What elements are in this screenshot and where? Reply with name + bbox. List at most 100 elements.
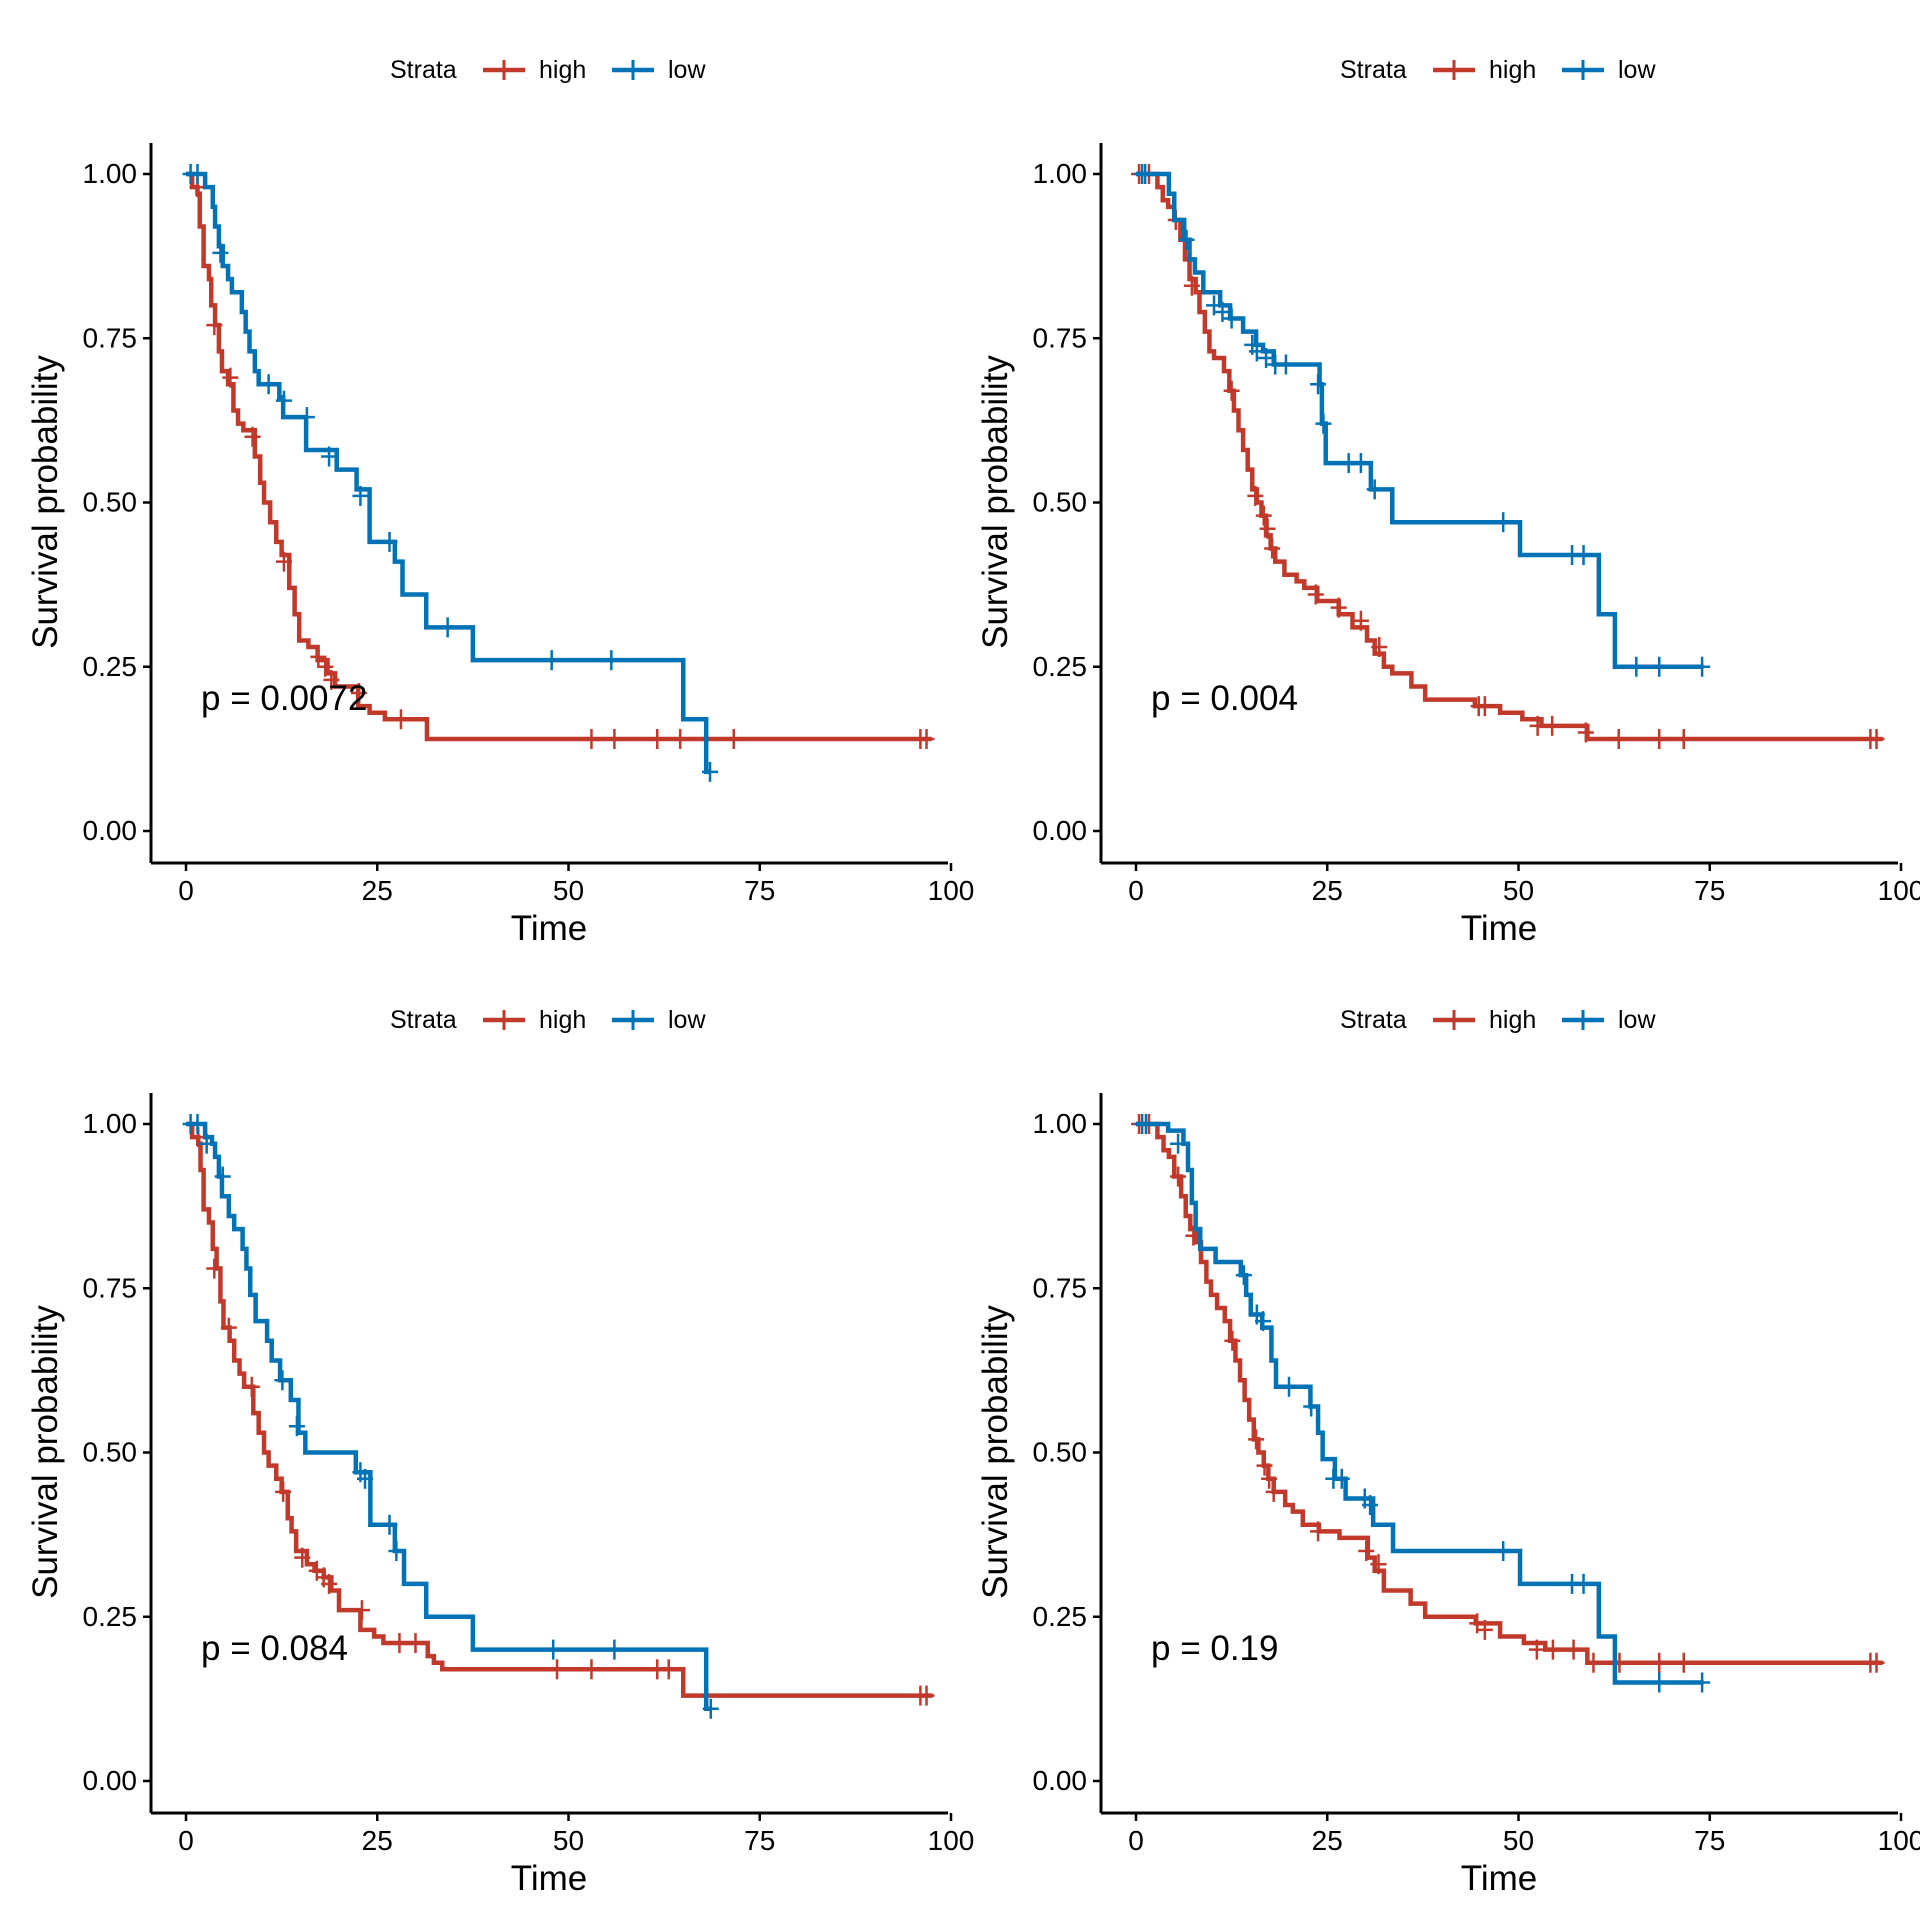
p-value-annotation: p = 0.0072 <box>201 679 367 718</box>
censor-mark-high <box>323 669 340 690</box>
x-tick-label: 100 <box>928 875 975 906</box>
x-axis-label: Time <box>1461 1859 1537 1898</box>
legend-title: Strata <box>1340 1006 1407 1034</box>
y-tick-label: 0.00 <box>83 815 138 846</box>
censor-mark-low <box>1170 1133 1187 1154</box>
censor-mark-low <box>321 446 338 467</box>
censor-mark-low <box>1315 413 1332 434</box>
y-axis-label: Survival probability <box>26 1305 65 1599</box>
km-panel-2: 0.00 0.25 0.50 0.75 1.00 0 25 50 75 100 Time Surviv… <box>976 56 1920 948</box>
censor-mark-high <box>350 683 367 704</box>
censor-mark-low <box>1254 1311 1271 1332</box>
x-tick-label: 0 <box>1128 875 1144 906</box>
censor-mark-high <box>1358 1541 1375 1562</box>
y-tick-label: 1.00 <box>83 158 138 189</box>
p-value-annotation: p = 0.084 <box>201 1629 348 1668</box>
censor-mark-high <box>1370 1554 1387 1575</box>
censor-mark-low <box>1281 1376 1297 1397</box>
legend-title: Strata <box>390 1006 457 1034</box>
censor-mark-high <box>1264 538 1281 559</box>
censor-mark-high <box>1610 729 1627 750</box>
survival-curve-high <box>186 1121 933 1698</box>
legend-label-low: low <box>1618 1006 1656 1034</box>
y-tick-label: 0.75 <box>1033 322 1088 353</box>
censor-mark-high <box>1565 1639 1582 1660</box>
censor-mark-low <box>1137 164 1154 184</box>
legend-label-high: high <box>539 56 586 84</box>
x-tick-label: 100 <box>928 1825 975 1856</box>
censor-mark-high <box>244 426 261 447</box>
censor-mark-low <box>274 1370 291 1391</box>
x-tick-label: 50 <box>1503 1825 1534 1856</box>
censor-mark-low <box>1178 229 1195 250</box>
censor-mark-high <box>1651 729 1668 750</box>
x-axis-label: Time <box>1461 909 1537 948</box>
censor-mark-high <box>206 1258 223 1279</box>
censor-mark-low <box>381 531 398 552</box>
x-tick-label: 50 <box>1503 875 1534 906</box>
censor-mark-low <box>543 650 560 671</box>
y-tick-label: 0.75 <box>83 322 138 353</box>
censor-mark-low <box>212 242 229 263</box>
y-tick-label: 0.50 <box>1033 487 1088 518</box>
censor-mark-low <box>606 1639 623 1660</box>
legend: Strata high low <box>1340 1006 1656 1034</box>
x-tick-label: 75 <box>1694 875 1725 906</box>
x-tick-label: 0 <box>178 875 194 906</box>
x-tick-label: 75 <box>744 1825 775 1856</box>
censor-mark-high <box>660 1659 677 1680</box>
censor-mark-high <box>606 729 623 750</box>
censor-mark-high <box>549 1659 566 1680</box>
censor-mark-high <box>1224 1330 1241 1351</box>
censor-mark-high <box>391 1633 408 1654</box>
censor-mark-low <box>702 761 719 782</box>
censor-mark-high <box>1868 729 1885 750</box>
y-tick-label: 1.00 <box>1033 158 1088 189</box>
y-tick-label: 0.50 <box>1033 1437 1088 1468</box>
censor-mark-high <box>1544 1639 1561 1660</box>
y-tick-label: 0.75 <box>1033 1272 1088 1303</box>
censor-mark-low <box>189 1114 206 1134</box>
censor-mark-low <box>1303 1396 1320 1417</box>
x-tick-label: 100 <box>1878 875 1920 906</box>
censor-mark-low <box>1248 341 1265 362</box>
x-tick-label: 25 <box>362 1825 393 1856</box>
x-tick-label: 25 <box>1312 875 1343 906</box>
censor-mark-high <box>275 1481 292 1502</box>
legend-label-high: high <box>539 1006 586 1034</box>
y-tick-label: 0.00 <box>1033 1765 1088 1796</box>
y-tick-label: 0.25 <box>83 1601 138 1632</box>
censor-mark-low <box>1333 1468 1350 1489</box>
censor-mark-low <box>388 1541 405 1562</box>
censor-mark-high <box>583 729 600 750</box>
censor-mark-low <box>545 1639 562 1660</box>
censor-mark-high <box>1529 715 1546 736</box>
censor-mark-low <box>1628 656 1645 677</box>
y-tick-label: 0.50 <box>83 487 138 518</box>
censor-mark-high <box>206 315 223 336</box>
censor-mark-high <box>1310 1521 1327 1542</box>
x-tick-label: 0 <box>1128 1825 1144 1856</box>
survival-curve-low <box>1136 171 1704 669</box>
censor-mark-low <box>1277 354 1294 375</box>
censor-mark-low <box>381 1514 398 1535</box>
censor-mark-high <box>1255 505 1272 526</box>
x-tick-label: 100 <box>1878 1825 1920 1856</box>
survival-curve-high <box>186 171 932 742</box>
censor-mark-low <box>439 617 456 638</box>
censor-mark-low <box>1575 545 1592 566</box>
censor-mark-low <box>1223 308 1240 329</box>
x-tick-label: 25 <box>362 875 393 906</box>
censor-mark-high <box>918 729 935 750</box>
y-tick-label: 0.25 <box>1033 1601 1088 1632</box>
legend-label-low: low <box>668 56 706 84</box>
censor-mark-high <box>310 646 327 667</box>
legend: Strata high low <box>390 1006 706 1034</box>
censor-mark-high <box>222 367 239 388</box>
survival-curve-low <box>1136 1121 1704 1685</box>
censor-mark-high <box>1528 1639 1545 1660</box>
censor-mark-low <box>1352 453 1369 474</box>
censor-mark-high <box>1651 1652 1668 1673</box>
censor-mark-high <box>1247 485 1264 506</box>
